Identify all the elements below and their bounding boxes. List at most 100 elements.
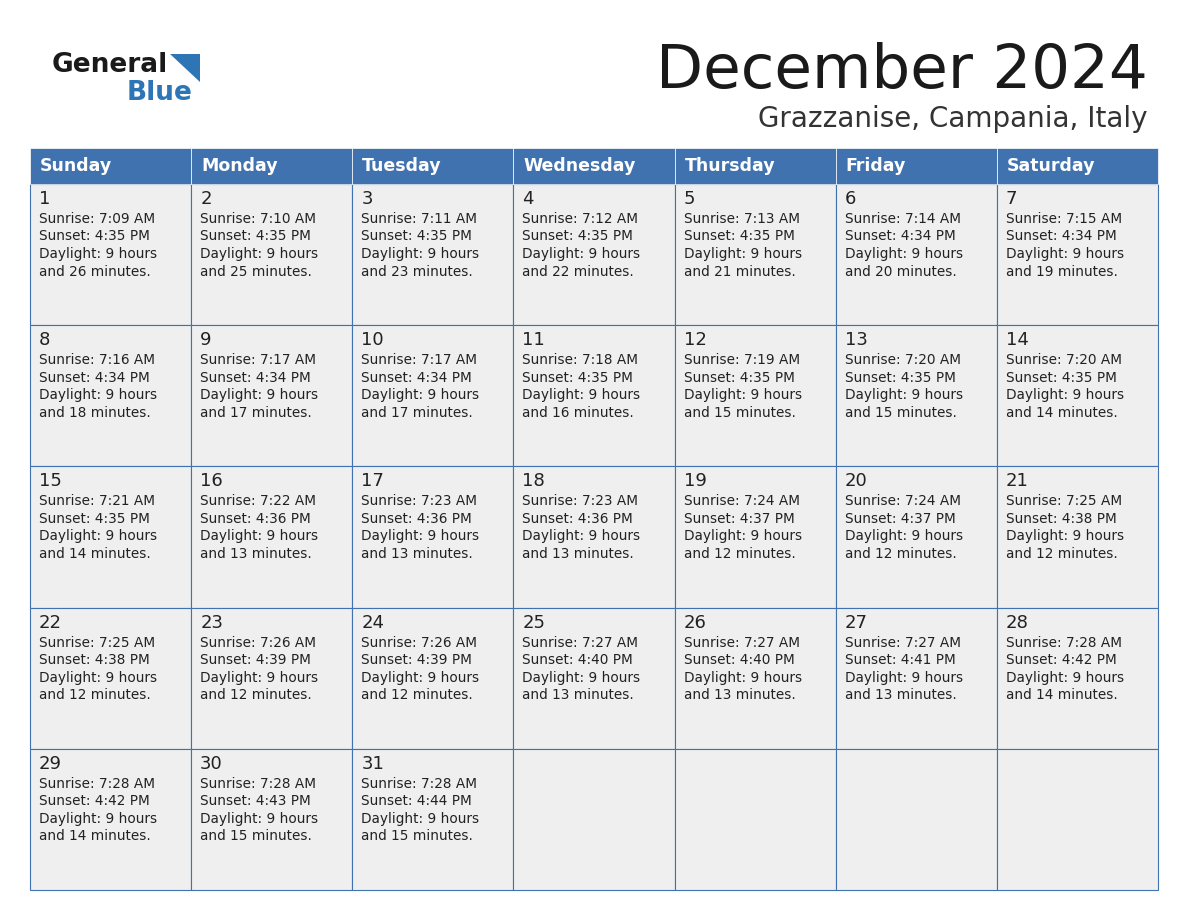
Text: Sunrise: 7:28 AM: Sunrise: 7:28 AM: [39, 777, 154, 790]
Text: 26: 26: [683, 613, 707, 632]
Text: and 13 minutes.: and 13 minutes.: [523, 688, 634, 702]
Text: Sunday: Sunday: [40, 157, 112, 175]
Text: Sunset: 4:34 PM: Sunset: 4:34 PM: [39, 371, 150, 385]
Text: Sunset: 4:35 PM: Sunset: 4:35 PM: [683, 230, 795, 243]
Bar: [997, 608, 1158, 749]
Text: Blue: Blue: [127, 80, 192, 106]
Text: Sunrise: 7:27 AM: Sunrise: 7:27 AM: [523, 635, 638, 650]
Text: Sunset: 4:35 PM: Sunset: 4:35 PM: [200, 230, 311, 243]
Text: Sunrise: 7:20 AM: Sunrise: 7:20 AM: [845, 353, 961, 367]
Text: 17: 17: [361, 473, 384, 490]
Text: and 15 minutes.: and 15 minutes.: [845, 406, 956, 420]
Text: Sunrise: 7:25 AM: Sunrise: 7:25 AM: [39, 635, 156, 650]
Text: and 12 minutes.: and 12 minutes.: [39, 688, 151, 702]
Text: Daylight: 9 hours: Daylight: 9 hours: [39, 671, 157, 685]
Text: Sunrise: 7:16 AM: Sunrise: 7:16 AM: [39, 353, 154, 367]
Text: 3: 3: [361, 190, 373, 208]
Text: and 20 minutes.: and 20 minutes.: [845, 264, 956, 278]
Text: 25: 25: [523, 613, 545, 632]
Text: Daylight: 9 hours: Daylight: 9 hours: [200, 530, 318, 543]
Bar: [675, 184, 835, 325]
Bar: [997, 184, 1158, 325]
Text: Sunrise: 7:27 AM: Sunrise: 7:27 AM: [845, 635, 961, 650]
Text: 21: 21: [1006, 473, 1029, 490]
Text: Daylight: 9 hours: Daylight: 9 hours: [683, 671, 802, 685]
Text: Sunset: 4:34 PM: Sunset: 4:34 PM: [361, 371, 472, 385]
Text: Thursday: Thursday: [684, 157, 776, 175]
Text: 6: 6: [845, 190, 857, 208]
Text: Daylight: 9 hours: Daylight: 9 hours: [845, 388, 962, 402]
Text: and 17 minutes.: and 17 minutes.: [200, 406, 312, 420]
Bar: [835, 148, 997, 184]
Text: Daylight: 9 hours: Daylight: 9 hours: [523, 671, 640, 685]
Text: Daylight: 9 hours: Daylight: 9 hours: [683, 530, 802, 543]
Bar: [30, 184, 191, 325]
Text: Daylight: 9 hours: Daylight: 9 hours: [523, 247, 640, 261]
Text: Sunrise: 7:15 AM: Sunrise: 7:15 AM: [1006, 212, 1121, 226]
Text: Sunrise: 7:21 AM: Sunrise: 7:21 AM: [39, 495, 154, 509]
Text: Daylight: 9 hours: Daylight: 9 hours: [845, 671, 962, 685]
Text: Sunrise: 7:22 AM: Sunrise: 7:22 AM: [200, 495, 316, 509]
Text: Sunset: 4:35 PM: Sunset: 4:35 PM: [1006, 371, 1117, 385]
Text: Sunset: 4:35 PM: Sunset: 4:35 PM: [361, 230, 472, 243]
Bar: [191, 466, 353, 608]
Text: and 17 minutes.: and 17 minutes.: [361, 406, 473, 420]
Bar: [353, 148, 513, 184]
Text: Sunset: 4:37 PM: Sunset: 4:37 PM: [683, 512, 795, 526]
Text: Daylight: 9 hours: Daylight: 9 hours: [361, 530, 480, 543]
Text: and 15 minutes.: and 15 minutes.: [200, 829, 312, 844]
Text: Sunrise: 7:23 AM: Sunrise: 7:23 AM: [361, 495, 478, 509]
Bar: [513, 749, 675, 890]
Text: Sunrise: 7:09 AM: Sunrise: 7:09 AM: [39, 212, 156, 226]
Text: 29: 29: [39, 755, 62, 773]
Text: Sunrise: 7:17 AM: Sunrise: 7:17 AM: [361, 353, 478, 367]
Text: 5: 5: [683, 190, 695, 208]
Text: Sunset: 4:35 PM: Sunset: 4:35 PM: [683, 371, 795, 385]
Text: Daylight: 9 hours: Daylight: 9 hours: [1006, 247, 1124, 261]
Bar: [30, 608, 191, 749]
Text: Sunrise: 7:13 AM: Sunrise: 7:13 AM: [683, 212, 800, 226]
Bar: [835, 184, 997, 325]
Text: Sunrise: 7:23 AM: Sunrise: 7:23 AM: [523, 495, 638, 509]
Text: Daylight: 9 hours: Daylight: 9 hours: [683, 247, 802, 261]
Text: Daylight: 9 hours: Daylight: 9 hours: [845, 247, 962, 261]
Text: Sunset: 4:42 PM: Sunset: 4:42 PM: [39, 794, 150, 809]
Text: 27: 27: [845, 613, 867, 632]
Bar: [30, 466, 191, 608]
Text: Sunset: 4:35 PM: Sunset: 4:35 PM: [39, 512, 150, 526]
Text: Daylight: 9 hours: Daylight: 9 hours: [523, 530, 640, 543]
Text: Sunrise: 7:24 AM: Sunrise: 7:24 AM: [683, 495, 800, 509]
Text: Daylight: 9 hours: Daylight: 9 hours: [523, 388, 640, 402]
Text: Sunset: 4:35 PM: Sunset: 4:35 PM: [523, 371, 633, 385]
Text: 31: 31: [361, 755, 384, 773]
Text: 19: 19: [683, 473, 707, 490]
Text: Sunrise: 7:28 AM: Sunrise: 7:28 AM: [361, 777, 478, 790]
Text: Daylight: 9 hours: Daylight: 9 hours: [200, 247, 318, 261]
Text: 4: 4: [523, 190, 533, 208]
Text: Sunrise: 7:20 AM: Sunrise: 7:20 AM: [1006, 353, 1121, 367]
Bar: [353, 749, 513, 890]
Text: and 12 minutes.: and 12 minutes.: [1006, 547, 1118, 561]
Text: Sunset: 4:38 PM: Sunset: 4:38 PM: [39, 653, 150, 667]
Bar: [835, 466, 997, 608]
Text: Daylight: 9 hours: Daylight: 9 hours: [845, 530, 962, 543]
Text: Sunset: 4:34 PM: Sunset: 4:34 PM: [845, 230, 955, 243]
Text: Sunrise: 7:25 AM: Sunrise: 7:25 AM: [1006, 495, 1121, 509]
Text: Sunset: 4:37 PM: Sunset: 4:37 PM: [845, 512, 955, 526]
Text: and 12 minutes.: and 12 minutes.: [361, 688, 473, 702]
Text: and 25 minutes.: and 25 minutes.: [200, 264, 312, 278]
Bar: [513, 148, 675, 184]
Text: and 14 minutes.: and 14 minutes.: [39, 547, 151, 561]
Bar: [997, 148, 1158, 184]
Bar: [353, 325, 513, 466]
Bar: [513, 184, 675, 325]
Text: and 14 minutes.: and 14 minutes.: [1006, 406, 1118, 420]
Bar: [191, 184, 353, 325]
Bar: [30, 325, 191, 466]
Bar: [675, 749, 835, 890]
Bar: [353, 184, 513, 325]
Text: Sunrise: 7:12 AM: Sunrise: 7:12 AM: [523, 212, 638, 226]
Bar: [353, 466, 513, 608]
Text: and 12 minutes.: and 12 minutes.: [683, 547, 795, 561]
Text: Daylight: 9 hours: Daylight: 9 hours: [361, 671, 480, 685]
